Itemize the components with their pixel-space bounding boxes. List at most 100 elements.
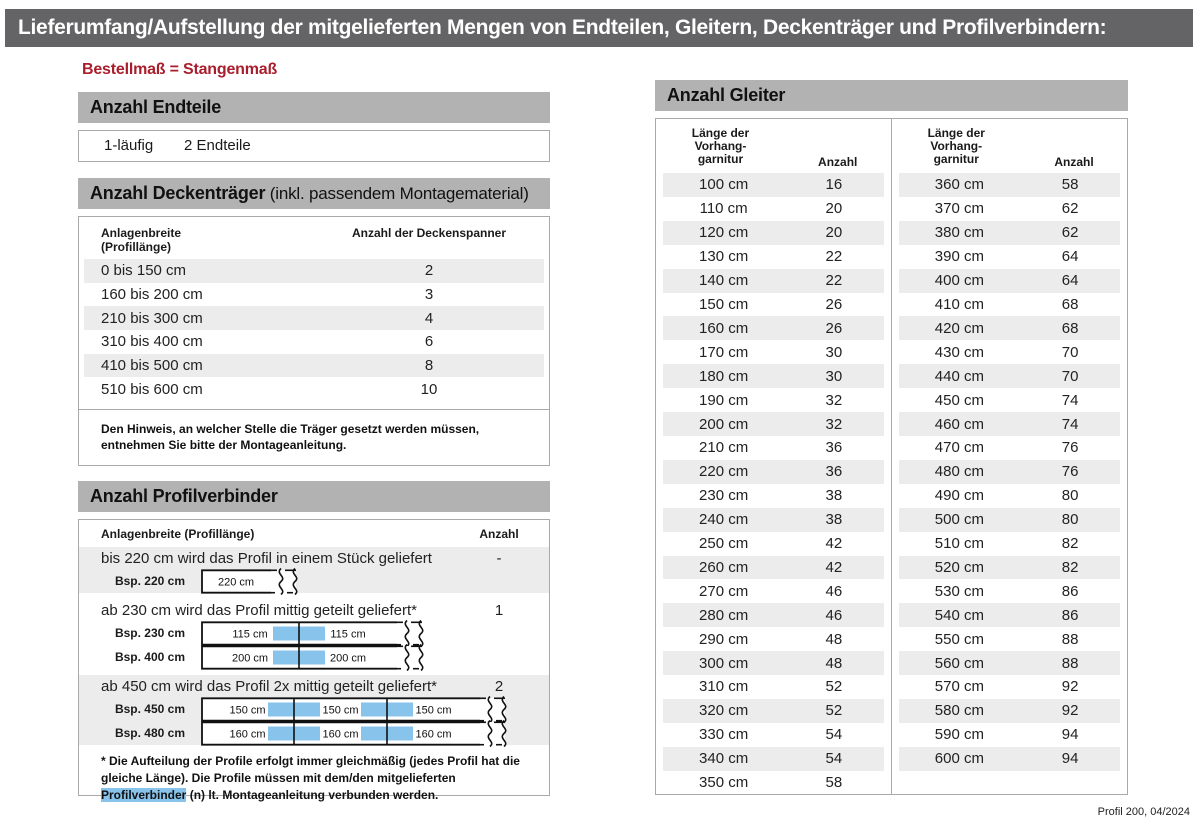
column-header-anzahl: Anzahl xyxy=(818,155,858,169)
length-cell: 100 cm xyxy=(699,176,749,194)
table-row: 500 cm 80 xyxy=(898,507,1120,532)
length-cell: 480 cm xyxy=(934,463,984,481)
table-row: 230 cm 38 xyxy=(663,484,884,508)
table-row: 0 bis 150 cm 2 xyxy=(84,259,544,283)
table-row: 140 cm 22 xyxy=(663,268,884,293)
length-cell: 520 cm xyxy=(934,558,984,576)
column-header-line2: (Profillänge) xyxy=(101,240,172,254)
group-description: bis 220 cm wird das Profil in einem Stüc… xyxy=(101,550,432,567)
count-cell: 58 xyxy=(825,774,843,792)
count-cell: 26 xyxy=(825,295,843,313)
table-row: 160 cm 26 xyxy=(663,316,884,341)
table-row: 100 cm 16 xyxy=(663,173,884,197)
length-cell: 440 cm xyxy=(934,367,984,385)
length-cell: 370 cm xyxy=(934,200,984,218)
count-cell: 36 xyxy=(825,463,843,481)
count-cell: 94 xyxy=(1061,726,1079,744)
table-row: 410 bis 500 cm 8 xyxy=(84,353,544,378)
count-cell: 54 xyxy=(825,726,843,744)
column-header-laenge: Länge der Vorhang- garnitur xyxy=(656,127,785,173)
length-cell: 530 cm xyxy=(934,582,984,600)
table-row: 570 cm 92 xyxy=(899,675,1121,699)
profile-example-row: Bsp. 450 cm 150 cm 150 cm 150 cm xyxy=(79,695,549,724)
profile-bar-diagram: 115 cm 115 cm xyxy=(201,619,433,648)
table-row: 210 cm 36 xyxy=(663,436,884,460)
count-cell: 82 xyxy=(1061,558,1079,576)
table-row: 510 cm 82 xyxy=(899,532,1121,556)
column-header-laenge: Länge der Vorhang- garnitur xyxy=(892,127,1022,173)
section-header-profilverbinder-label: Anzahl Profilverbinder xyxy=(90,486,278,506)
length-cell: 390 cm xyxy=(934,248,984,266)
gleiter-subtable-header: Länge der Vorhang- garnitur Anzahl xyxy=(656,119,891,173)
section-header-deckentraeger: Anzahl Deckenträger (inkl. passendem Mon… xyxy=(78,178,550,209)
table-row: 260 cm 42 xyxy=(663,555,884,580)
svg-text:160 cm: 160 cm xyxy=(415,729,451,741)
count-cell: 76 xyxy=(1061,463,1079,481)
length-cell: 570 cm xyxy=(934,678,984,696)
table-row: 350 cm 58 xyxy=(663,771,884,795)
profile-bar-diagram: 200 cm 200 cm xyxy=(201,643,433,672)
section-header-profilverbinder: Anzahl Profilverbinder xyxy=(78,481,550,512)
count-cell: 58 xyxy=(1061,176,1079,194)
table-row: 440 cm 70 xyxy=(898,364,1120,389)
table-row: 120 cm 20 xyxy=(663,220,884,245)
group-description: ab 450 cm wird das Profil 2x mittig gete… xyxy=(101,678,437,695)
count-cell: 20 xyxy=(825,200,843,218)
table-row: 200 cm 32 xyxy=(663,412,884,436)
deckentraeger-note: Den Hinweis, an welcher Stelle die Träge… xyxy=(101,422,480,453)
count-cell: 64 xyxy=(1061,248,1079,266)
length-cell: 430 cm xyxy=(934,343,984,361)
table-row: 580 cm 92 xyxy=(898,698,1120,723)
length-cell: 210 cm xyxy=(699,439,749,457)
length-cell: 250 cm xyxy=(699,535,749,553)
count-cell: 52 xyxy=(825,678,843,696)
table-row: 560 cm 88 xyxy=(898,651,1120,676)
gleiter-table: Länge der Vorhang- garnitur Anzahl 100 c… xyxy=(655,118,1128,795)
divider xyxy=(79,409,549,411)
length-cell: 330 cm xyxy=(699,726,749,744)
column-header-anzahl: Anzahl xyxy=(1054,155,1094,169)
table-row: 450 cm 74 xyxy=(899,388,1121,412)
table-row: 110 cm 20 xyxy=(663,197,884,221)
length-cell: 190 cm xyxy=(699,391,749,409)
table-row: 150 cm 26 xyxy=(663,293,884,317)
table-row: 470 cm 76 xyxy=(899,436,1121,460)
table-row: 240 cm 38 xyxy=(663,507,884,532)
svg-text:200 cm: 200 cm xyxy=(232,653,268,665)
length-cell: 130 cm xyxy=(699,248,749,266)
section-header-gleiter: Anzahl Gleiter xyxy=(655,80,1128,111)
profilverbinder-groups: bis 220 cm wird das Profil in einem Stüc… xyxy=(79,547,549,748)
count-cell: 32 xyxy=(825,391,843,409)
footnote-text-pre: * Die Aufteilung der Profile erfolgt imm… xyxy=(101,754,520,785)
count-cell: 8 xyxy=(424,357,434,375)
range-cell: 310 bis 400 cm xyxy=(101,333,203,351)
length-cell: 350 cm xyxy=(699,774,749,792)
table-row: 190 cm 32 xyxy=(663,388,884,412)
subtitle-bestellmass: Bestellmaß = Stangenmaß xyxy=(82,61,278,78)
profilverbinder-table-header: Anlagenbreite (Profillänge) Anzahl xyxy=(79,520,549,547)
profilverbinder-group: bis 220 cm wird das Profil in einem Stüc… xyxy=(79,547,549,596)
count-cell: 30 xyxy=(825,367,843,385)
table-row: 520 cm 82 xyxy=(898,555,1120,580)
table-row: 590 cm 94 xyxy=(899,723,1121,747)
length-cell: 170 cm xyxy=(699,343,749,361)
endteile-table: 1-läufig 2 Endteile xyxy=(78,130,550,162)
group-text-row: ab 450 cm wird das Profil 2x mittig gete… xyxy=(79,676,549,697)
count-cell: 92 xyxy=(1061,702,1079,720)
table-row: 370 cm 62 xyxy=(899,197,1121,221)
column-header-deckenspanner: Anzahl der Deckenspanner xyxy=(351,226,507,240)
profilverbinder-table: Anlagenbreite (Profillänge) Anzahl bis 2… xyxy=(78,519,550,802)
table-row: 310 cm 52 xyxy=(663,675,884,699)
table-row: 340 cm 54 xyxy=(663,746,884,771)
gleiter-rows-right: 360 cm 58 370 cm 62 380 cm 62 390 cm 64 400 cm 64… xyxy=(892,173,1128,771)
length-cell: 550 cm xyxy=(934,630,984,648)
table-row: 540 cm 86 xyxy=(898,603,1120,628)
length-cell: 300 cm xyxy=(699,654,749,672)
group-text-row: ab 230 cm wird das Profil mittig geteilt… xyxy=(79,600,549,621)
profile-example-row: Bsp. 400 cm 200 cm 200 cm xyxy=(79,643,549,672)
column-header-line3: garnitur xyxy=(933,152,979,166)
example-label: Bsp. 480 cm xyxy=(114,726,185,740)
length-cell: 420 cm xyxy=(934,319,984,337)
table-row: 320 cm 52 xyxy=(663,698,884,723)
column-header-line1: Länge der xyxy=(691,126,750,140)
